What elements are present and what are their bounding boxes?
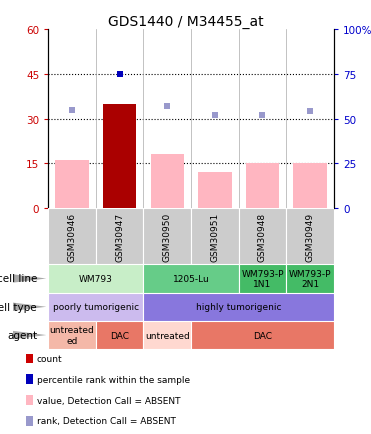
Bar xyxy=(48,265,144,293)
Text: DAC: DAC xyxy=(110,331,129,340)
Text: GSM30947: GSM30947 xyxy=(115,212,124,261)
Text: highly tumorigenic: highly tumorigenic xyxy=(196,302,282,312)
Bar xyxy=(103,105,136,208)
Text: untreated: untreated xyxy=(145,331,190,340)
Text: DAC: DAC xyxy=(253,331,272,340)
Bar xyxy=(96,208,144,265)
Bar xyxy=(55,161,89,208)
Bar xyxy=(246,164,279,208)
Text: cell line: cell line xyxy=(0,274,37,284)
Text: count: count xyxy=(37,354,62,363)
Text: WM793-P
1N1: WM793-P 1N1 xyxy=(241,269,284,289)
Bar xyxy=(48,208,96,265)
Bar xyxy=(239,208,286,265)
Text: GSM30951: GSM30951 xyxy=(210,212,219,261)
Text: GSM30949: GSM30949 xyxy=(306,212,315,261)
Text: poorly tumorigenic: poorly tumorigenic xyxy=(53,302,139,312)
Text: GSM30950: GSM30950 xyxy=(163,212,172,261)
Text: value, Detection Call = ABSENT: value, Detection Call = ABSENT xyxy=(37,396,180,404)
Text: percentile rank within the sample: percentile rank within the sample xyxy=(37,375,190,384)
Bar xyxy=(144,321,191,349)
Bar xyxy=(286,265,334,293)
Bar xyxy=(144,265,239,293)
Bar xyxy=(191,321,334,349)
Text: agent: agent xyxy=(7,330,37,340)
Text: WM793: WM793 xyxy=(79,274,113,283)
Bar xyxy=(144,208,191,265)
Bar xyxy=(286,208,334,265)
Bar xyxy=(239,265,286,293)
Text: WM793-P
2N1: WM793-P 2N1 xyxy=(289,269,331,289)
Text: rank, Detection Call = ABSENT: rank, Detection Call = ABSENT xyxy=(37,417,175,425)
Bar xyxy=(191,208,239,265)
Bar xyxy=(293,164,327,208)
Text: GDS1440 / M34455_at: GDS1440 / M34455_at xyxy=(108,15,263,29)
Text: GSM30948: GSM30948 xyxy=(258,212,267,261)
Text: untreated
ed: untreated ed xyxy=(50,326,94,345)
Polygon shape xyxy=(13,331,46,339)
Bar xyxy=(198,173,232,208)
Bar xyxy=(48,293,144,321)
Polygon shape xyxy=(13,303,46,311)
Bar xyxy=(144,293,334,321)
Text: GSM30946: GSM30946 xyxy=(68,212,76,261)
Text: cell type: cell type xyxy=(0,302,37,312)
Bar xyxy=(151,155,184,208)
Polygon shape xyxy=(13,275,46,283)
Text: 1205-Lu: 1205-Lu xyxy=(173,274,210,283)
Bar xyxy=(48,321,96,349)
Bar xyxy=(96,321,144,349)
